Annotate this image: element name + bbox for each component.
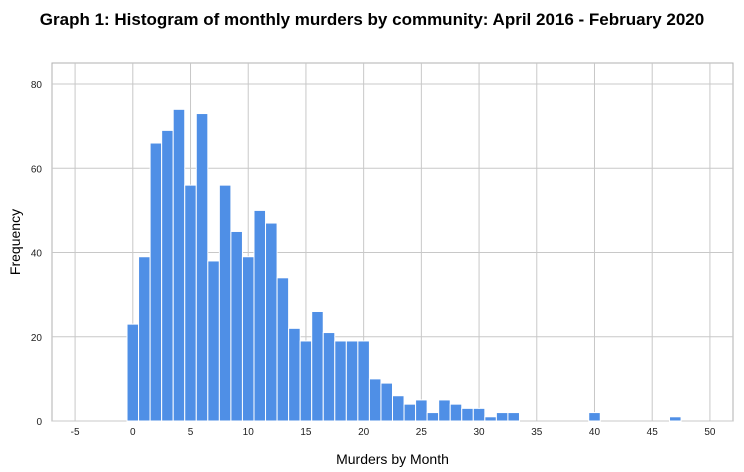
histogram-bar [218,184,232,422]
histogram-bar [265,222,278,422]
histogram-bar [161,129,174,422]
histogram-bar [380,382,394,422]
histogram-bar [392,395,405,422]
histogram-bar [484,416,497,422]
histogram-bar [138,256,151,422]
x-tick-label: -5 [71,427,80,438]
chart-title: Graph 1: Histogram of monthly murders by… [39,10,705,29]
histogram-bar [368,378,382,422]
y-tick-label: 60 [31,164,43,175]
histogram-bar [669,416,682,422]
histogram-bar [403,403,417,422]
histogram-bar [276,277,290,422]
histogram-bar [253,209,267,422]
histogram-bar [449,403,463,422]
x-axis-title: Murders by Month [336,451,449,467]
histogram-bar [438,399,451,422]
histogram-bar [184,184,197,422]
histogram-bar [472,407,486,422]
histogram-bar [230,230,243,422]
x-tick-label: 35 [531,427,543,438]
histogram-bar [149,142,163,422]
histogram-bar [588,412,601,422]
y-tick-label: 0 [36,417,42,428]
histogram-bar [495,412,509,422]
histogram-bar [207,260,220,422]
histogram-bar [415,399,428,422]
histogram-bar [288,327,301,422]
bars [126,108,682,422]
histogram-bar [241,256,255,422]
histogram-bar [507,412,520,422]
histogram-bar [195,113,209,422]
y-tick-label: 20 [31,333,43,344]
x-tick-label: 20 [358,427,370,438]
histogram-bar [311,310,324,422]
histogram-bar [334,340,347,422]
x-tick-label: 5 [188,427,194,438]
histogram-bar [461,407,474,422]
histogram-bar [426,412,440,422]
histogram-bar [172,108,186,422]
y-axis-title: Frequency [7,209,23,275]
x-tick-label: 15 [300,427,312,438]
histogram-bar [322,332,336,422]
x-tick-label: 0 [130,427,136,438]
x-tick-label: 45 [647,427,659,438]
histogram-bar [345,340,359,422]
y-tick-label: 40 [31,249,43,260]
histogram-bar [299,340,313,422]
y-tick-label: 80 [31,80,43,91]
x-tick-label: 25 [416,427,428,438]
x-tick-label: 10 [243,427,255,438]
tick-labels: -5 0 5 10 15 20 25 30 35 40 45 50 0 20 40 60 80 [31,80,716,438]
histogram-bar [126,323,140,422]
x-tick-label: 40 [589,427,601,438]
histogram-bar [357,340,370,422]
x-tick-label: 50 [704,427,716,438]
x-tick-label: 30 [474,427,486,438]
